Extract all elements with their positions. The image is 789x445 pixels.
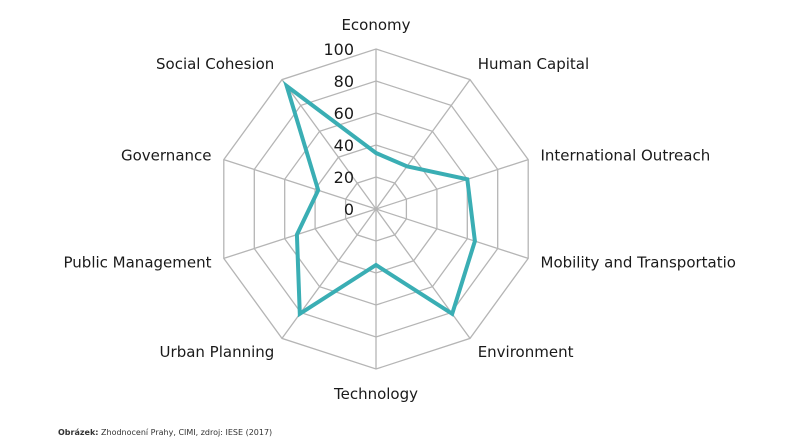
data-point-social-cohesion: [285, 84, 289, 88]
data-point-technology: [374, 263, 378, 267]
spoke-public-management: [223, 208, 377, 260]
spoke-mobility-and-transportation: [375, 208, 529, 260]
caption-text: Zhodnocení Prahy, CIMI, zdroj: IESE (201…: [101, 428, 273, 437]
tick-label-100: 100: [323, 40, 354, 59]
tick-label-80: 80: [334, 72, 354, 91]
tick-label-60: 60: [334, 104, 354, 123]
data-point-mobility-and-transportation: [473, 239, 477, 243]
axis-label-technology: Technology: [333, 385, 418, 403]
data-point-governance: [316, 188, 320, 192]
data-point-international-outreach: [465, 177, 469, 181]
axis-label-economy: Economy: [341, 16, 410, 34]
spoke-international-outreach: [375, 158, 529, 210]
axis-label-mobility-and-transportation: Mobility and Transportatio: [541, 254, 736, 272]
radar-spokes: [223, 49, 529, 369]
axis-label-environment: Environment: [478, 343, 574, 361]
figure-caption: Obrázek: Zhodnocení Prahy, CIMI, zdroj: …: [58, 428, 272, 437]
spoke-social-cohesion: [281, 79, 377, 210]
data-point-environment: [450, 312, 454, 316]
tick-label-40: 40: [334, 136, 354, 155]
radar-series: [283, 80, 477, 318]
spoke-urban-planning: [281, 208, 377, 339]
radar-axis-labels: Economy Human Capital International Outrea…: [64, 16, 736, 403]
axis-label-urban-planning: Urban Planning: [160, 343, 275, 361]
spoke-governance: [223, 158, 377, 210]
spoke-human-capital: [375, 79, 471, 210]
axis-label-human-capital: Human Capital: [478, 55, 589, 73]
tick-label-20: 20: [334, 168, 354, 187]
data-point-urban-planning: [298, 312, 302, 316]
spoke-environment: [375, 208, 471, 339]
axis-label-public-management: Public Management: [64, 254, 212, 272]
axis-label-social-cohesion: Social Cohesion: [156, 55, 274, 73]
axis-label-governance: Governance: [121, 147, 212, 165]
data-point-economy: [374, 151, 378, 155]
data-point-human-capital: [405, 164, 409, 168]
caption-label: Obrázek:: [58, 428, 99, 437]
data-point-public-management: [295, 233, 299, 237]
axis-label-international-outreach: International Outreach: [541, 147, 711, 165]
radar-tick-labels: 0 20 40 60 80 100: [323, 40, 354, 219]
tick-label-0: 0: [344, 200, 354, 219]
